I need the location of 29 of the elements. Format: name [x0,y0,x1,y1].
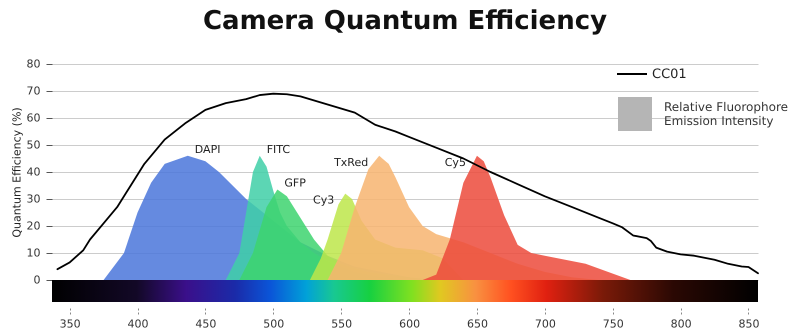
y-tick-label: 0 [34,274,40,286]
x-tick-label: 550 [331,318,352,328]
y-tick-label: 70 [26,84,40,98]
x-tick-label: 800 [670,318,692,328]
series-label: FITC [266,142,290,156]
y-tick-label: 10 [26,246,40,260]
y-tick-label: 50 [26,138,40,152]
y-tick-label: 40 [26,166,40,178]
x-tick-label: 350 [60,318,81,328]
x-tick-label: 650 [466,318,488,328]
y-tick-label: 30 [26,192,40,206]
series-label: TxRed [333,156,368,169]
y-tick-label: 20 [26,220,40,232]
x-tick-label: 400 [128,318,149,328]
series-label: DAPI [194,142,220,156]
x-tick-label: 850 [738,318,760,328]
x-tick-label: 600 [399,318,420,328]
x-tick-label: 500 [263,318,284,328]
annotation: Relative Fluorophore Emission Intensity [664,100,790,128]
x-tick-label: 750 [602,318,624,328]
y-axis-title: Quantum Efficiency (%) [10,107,24,238]
series-label: Cy3 [313,194,334,207]
chart-title: Camera Quantum Efficiency [202,6,608,36]
x-tick-label: 700 [534,318,556,328]
y-tick-label: 80 [26,58,40,70]
legend-label: CC01 [652,67,687,82]
x-tick-label: 450 [195,318,216,328]
series-label: GFP [284,176,306,190]
y-tick-label: 60 [26,112,40,124]
